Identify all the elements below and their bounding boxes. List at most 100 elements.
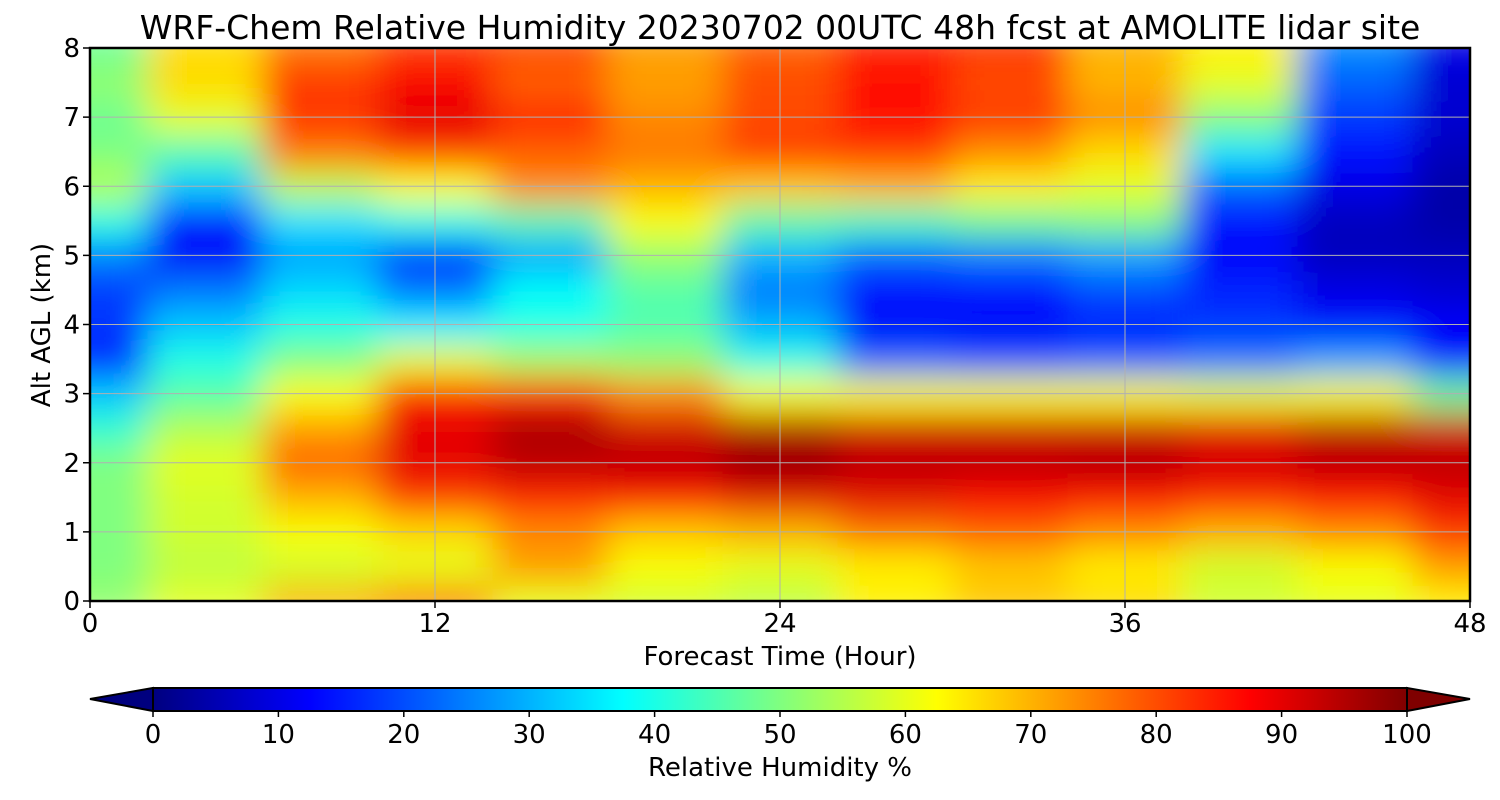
heatmap-cell (492, 341, 609, 378)
colorbar-label: Relative Humidity % (648, 753, 912, 783)
heatmap-cell (262, 341, 379, 378)
heatmap-cell (90, 549, 149, 585)
heatmap-cell (952, 583, 1069, 601)
heatmap-cell (262, 272, 379, 309)
heatmap-cell (262, 410, 379, 447)
heatmap-cell (147, 65, 264, 101)
y-tick-label: 1 (63, 518, 80, 548)
x-tick-label: 12 (418, 609, 451, 639)
heatmap-cell (1182, 272, 1299, 309)
heatmap-cell (262, 203, 379, 240)
heatmap-cell (492, 480, 609, 516)
heatmap-cell (952, 65, 1069, 101)
heatmap-cell (1297, 549, 1414, 585)
heatmap-cell (492, 65, 609, 101)
heatmap-cell (607, 203, 724, 240)
y-tick-label: 0 (63, 587, 80, 617)
heatmap-cell (492, 48, 609, 67)
heatmap-cell (952, 341, 1069, 378)
heatmap-cell (1297, 583, 1414, 601)
heatmap-cell (1297, 203, 1414, 240)
y-tick-label: 2 (63, 449, 80, 479)
heatmap-cell (1297, 48, 1414, 67)
heatmap-cell (952, 410, 1069, 447)
heatmap-cell (952, 549, 1069, 585)
heatmap-cell (147, 272, 264, 309)
heatmap-cell (607, 134, 724, 170)
heatmap-cell (1412, 134, 1470, 170)
colorbar-tick-label: 10 (262, 720, 295, 750)
y-tick-label: 4 (63, 311, 80, 341)
heatmap-cell (262, 48, 379, 67)
heatmap-cell (837, 549, 954, 585)
colorbar-tick-label: 90 (1265, 720, 1298, 750)
heatmap-cell (147, 583, 264, 601)
y-axis-ticks: 0 1 2 3 4 5 6 7 8 (63, 34, 90, 617)
heatmap-cell (837, 134, 954, 170)
heatmap-cell (1297, 65, 1414, 101)
heatmap-cell (1412, 65, 1470, 101)
heatmap-cell (1297, 410, 1414, 447)
heatmap-cell (147, 549, 264, 585)
heatmap-cell (1182, 134, 1299, 170)
heatmap-cell (837, 410, 954, 447)
heatmap-cell (492, 134, 609, 170)
x-tick-label: 24 (763, 609, 796, 639)
heatmap-cell (607, 341, 724, 378)
heatmap-cell (607, 583, 724, 601)
heatmap-cell (1182, 341, 1299, 378)
colorbar-tick-label: 100 (1382, 720, 1432, 750)
heatmap-cell (262, 549, 379, 585)
heatmap-cell (952, 48, 1069, 67)
colorbar: 0 10 20 30 40 50 60 70 80 90 100 Relative Humidity… (89, 686, 1471, 783)
heatmap-cell (607, 410, 724, 447)
heatmap-cell (90, 480, 149, 516)
heatmap-cell (1412, 549, 1470, 585)
colorbar-ticks: 0 10 20 30 40 50 60 70 80 90 100 (145, 711, 1432, 750)
colorbar-tick-label: 40 (638, 720, 671, 750)
heatmap-cell (952, 480, 1069, 516)
heatmap-cell (837, 203, 954, 240)
heatmap-cell (1412, 203, 1470, 240)
heatmap-cell (1182, 583, 1299, 601)
colorbar-tick-label: 20 (387, 720, 420, 750)
x-axis-label: Forecast Time (Hour) (643, 642, 916, 672)
heatmap-cell (147, 134, 264, 170)
heatmap-cell (90, 65, 149, 101)
y-tick-label: 3 (63, 380, 80, 410)
heatmap-cell (837, 341, 954, 378)
heatmap-cell (607, 48, 724, 67)
heatmap-cell (90, 203, 149, 240)
colorbar-extend-high (1406, 686, 1471, 713)
heatmap-cell (1412, 583, 1470, 601)
heatmap-cell (607, 272, 724, 309)
heatmap-cell (607, 65, 724, 101)
heatmap-cell (1412, 48, 1470, 67)
heatmap-cell (90, 134, 149, 170)
y-tick-label: 6 (63, 172, 80, 202)
heatmap-cell (837, 583, 954, 601)
colorbar-tick-label: 80 (1140, 720, 1173, 750)
heatmap-cell (607, 480, 724, 516)
heatmap-cell (492, 410, 609, 447)
colorbar-extend-low (89, 686, 154, 713)
heatmap-cell (262, 134, 379, 170)
colorbar-tick-label: 30 (513, 720, 546, 750)
chart-title: WRF-Chem Relative Humidity 20230702 00UT… (140, 8, 1421, 47)
heatmap-cell (1297, 272, 1414, 309)
x-tick-label: 0 (82, 609, 99, 639)
heatmap-cell (952, 203, 1069, 240)
heatmap-cell (1297, 341, 1414, 378)
colorbar-tick-label: 0 (145, 720, 162, 750)
heatmap-cell (90, 48, 149, 67)
colorbar-tick-label: 50 (763, 720, 796, 750)
y-axis-label: Alt AGL (km) (27, 243, 57, 407)
heatmap-cell (492, 549, 609, 585)
heatmap-cell (1297, 134, 1414, 170)
heatmap-cell (147, 410, 264, 447)
colorbar-tick-label: 70 (1014, 720, 1047, 750)
heatmap-cell (1297, 480, 1414, 516)
heatmap-cell (90, 410, 149, 447)
heatmap-cell (147, 203, 264, 240)
